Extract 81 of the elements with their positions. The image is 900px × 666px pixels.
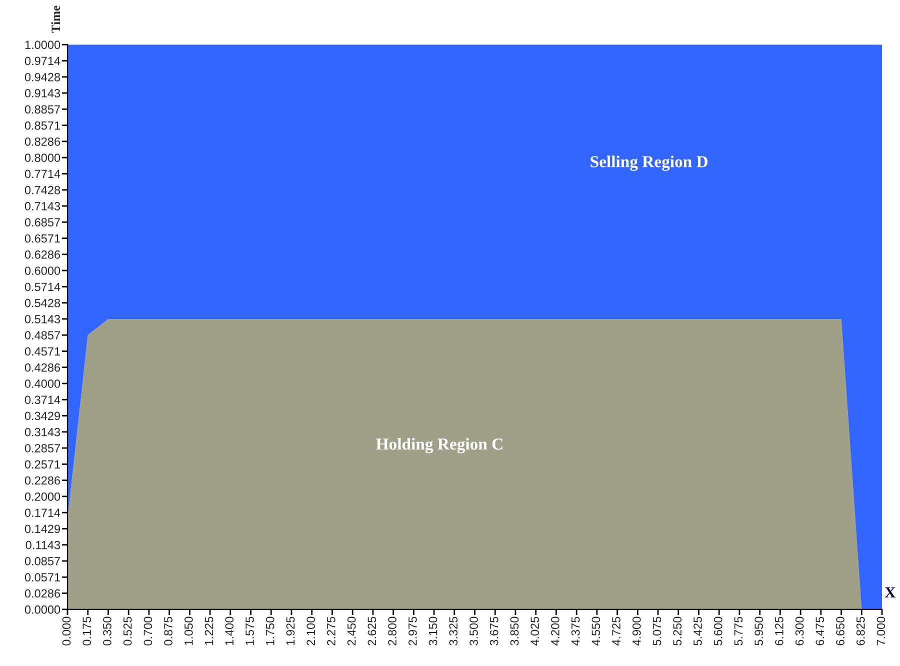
- x-tick-label: 3.675: [490, 616, 498, 646]
- y-tick-label: 0.2286: [24, 476, 60, 485]
- y-tick-label: 0.1714: [24, 508, 60, 517]
- y-tick-label: 0.8286: [24, 137, 60, 146]
- y-tick-label: 1.0000: [25, 40, 60, 50]
- x-tick-label: 6.650: [836, 616, 844, 646]
- x-tick-label: 2.975: [408, 616, 417, 646]
- x-tick-label: 1.050: [184, 616, 193, 645]
- y-tick-label: 0.9428: [24, 72, 60, 82]
- y-tick-label: 0.7714: [24, 170, 60, 178]
- y-tick-label: 0.5428: [24, 298, 60, 308]
- y-tick-label: 0.4000: [24, 380, 60, 388]
- y-tick-label: 0.7143: [24, 202, 60, 210]
- y-tick-label: 0.0000: [24, 605, 60, 614]
- x-tick-label: 0.350: [103, 616, 112, 646]
- x-tick-label: 4.900: [632, 616, 641, 646]
- annotation: Selling Region D: [590, 156, 708, 171]
- x-tick-label: 6.125: [774, 616, 784, 646]
- y-tick-label: 0.4857: [24, 331, 60, 340]
- y-tick-label: 0.6571: [24, 234, 60, 243]
- x-tick-label: 0.525: [123, 616, 132, 646]
- x-tick-label: 2.800: [388, 616, 396, 646]
- y-tick-label: 0.9143: [24, 89, 60, 98]
- x-tick-label: 5.600: [714, 616, 722, 646]
- y-tick-label: 0.6857: [24, 218, 60, 227]
- y-tick-label: 0.2857: [24, 444, 60, 452]
- x-tick-label: 5.775: [734, 616, 743, 646]
- x-tick-label: 2.275: [327, 616, 336, 646]
- x-tick-label: 1.400: [225, 616, 234, 645]
- x-tick-label: 3.850: [510, 616, 519, 646]
- y-tick-label: 0.3714: [24, 396, 60, 404]
- x-tick-label: 4.200: [551, 616, 560, 646]
- x-tick-label: 3.325: [449, 616, 458, 646]
- y-tick-label: 0.5714: [24, 282, 60, 292]
- x-tick-label: 6.475: [816, 616, 824, 646]
- y-tick-label: 0.3143: [24, 428, 60, 436]
- annotation: Holding Region C: [376, 438, 502, 454]
- x-tick-label: 4.550: [592, 616, 600, 646]
- y-tick-label: 0.4571: [24, 347, 60, 356]
- y-tick-label: 0.2000: [24, 492, 60, 501]
- x-tick-label: 5.950: [754, 616, 763, 646]
- y-tick-label: 0.1429: [24, 524, 60, 534]
- x-tick-label: 5.425: [694, 616, 702, 646]
- y-tick-label: 0.3429: [24, 412, 60, 420]
- x-tick-label: 1.750: [266, 616, 274, 645]
- x-tick-label: 0.875: [164, 616, 172, 646]
- y-tick-label: 0.6286: [24, 250, 60, 259]
- x-tick-label: 1.925: [286, 616, 295, 645]
- x-tick-label: 2.100: [306, 616, 316, 646]
- y-axis-title: Time: [51, 6, 60, 33]
- x-tick-label: 4.725: [612, 616, 620, 646]
- y-tick-label: 0.8857: [24, 105, 60, 114]
- x-tick-label: 0.000: [62, 616, 71, 646]
- x-tick-label: 2.625: [368, 616, 376, 646]
- x-tick-label: 4.025: [530, 616, 540, 646]
- y-tick-label: 0.0571: [24, 573, 60, 582]
- x-tick-label: 1.225: [204, 616, 214, 645]
- y-tick-label: 0.4286: [24, 363, 60, 372]
- x-tick-label: 4.375: [571, 616, 580, 646]
- x-tick-label: 0.700: [144, 616, 152, 646]
- x-tick-label: 6.300: [795, 616, 804, 646]
- y-tick-label: 0.1143: [26, 540, 60, 550]
- x-tick-label: 5.250: [673, 616, 682, 646]
- y-tick-label: 0.9714: [24, 56, 60, 66]
- x-axis-title: X: [884, 587, 896, 598]
- x-tick-label: 5.075: [652, 616, 662, 646]
- x-tick-label: 3.150: [428, 616, 438, 646]
- y-tick-label: 0.8571: [24, 121, 60, 130]
- y-tick-label: 0.2571: [24, 460, 60, 469]
- x-tick-label: 3.500: [470, 616, 478, 646]
- x-tick-label: 0.175: [82, 616, 92, 646]
- y-tick-label: 0.0286: [24, 589, 60, 598]
- x-tick-label: 7.000: [876, 616, 886, 646]
- x-tick-label: 2.450: [347, 616, 356, 646]
- y-tick-label: 0.5143: [24, 314, 60, 324]
- x-tick-label: 1.575: [246, 616, 254, 645]
- x-tick-label: 6.825: [856, 616, 865, 646]
- y-tick-label: 0.6000: [24, 266, 60, 275]
- y-tick-label: 0.8000: [24, 154, 60, 162]
- y-tick-label: 0.0857: [24, 557, 60, 566]
- y-tick-label: 0.7428: [24, 186, 60, 194]
